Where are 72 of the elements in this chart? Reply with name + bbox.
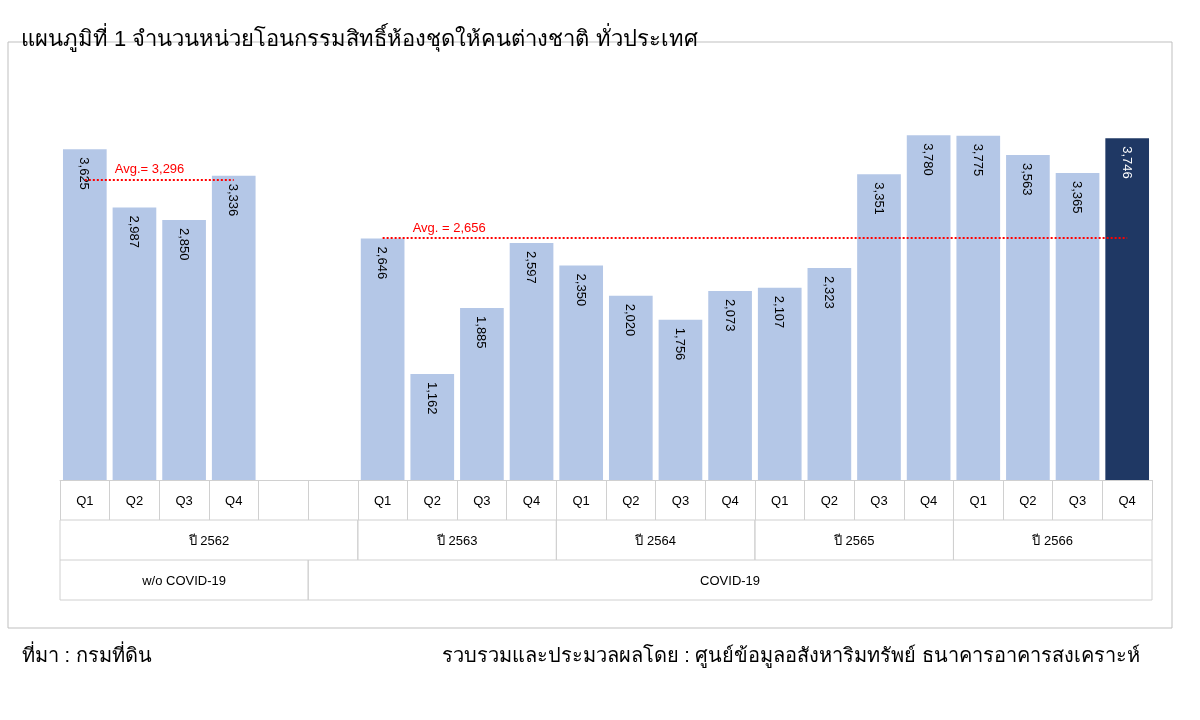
data-label: 2,323 bbox=[821, 276, 837, 309]
x-tick-label: Q1 bbox=[572, 493, 590, 508]
data-label: 3,365 bbox=[1070, 181, 1086, 214]
data-label: 1,162 bbox=[424, 382, 440, 415]
x-tick-label: Q2 bbox=[125, 493, 144, 508]
x-tick-label: Q3 bbox=[1068, 493, 1087, 508]
x-tick-label: Q1 bbox=[969, 493, 987, 508]
x-tick-label: Q4 bbox=[1118, 493, 1136, 508]
chart-title: แผนภูมิที่ 1 จำนวนหน่วยโอนกรรมสิทธิ์ห้องชุดให้คนต่างชาติ ทั่วประเทศ bbox=[21, 22, 698, 52]
x-tick-label: Q4 bbox=[225, 493, 243, 508]
data-label: 3,563 bbox=[1020, 162, 1036, 196]
x-tick-label: Q3 bbox=[175, 493, 193, 508]
ref-line-label: Avg. = 2,656 bbox=[412, 219, 486, 235]
x-tick-label: Q2 bbox=[423, 493, 441, 508]
x-tick-label: Q4 bbox=[721, 493, 739, 508]
data-label: 2,073 bbox=[722, 298, 738, 332]
data-label: 2,850 bbox=[176, 228, 192, 261]
data-label: 3,780 bbox=[921, 143, 937, 176]
x-tick-label: Q2 bbox=[1019, 493, 1037, 508]
bar bbox=[62, 149, 107, 480]
x-tick-label: Q1 bbox=[373, 493, 392, 508]
data-label: 3,336 bbox=[226, 183, 242, 217]
data-label: 2,597 bbox=[524, 251, 540, 284]
data-label: 2,020 bbox=[623, 303, 639, 337]
bar bbox=[162, 220, 206, 480]
text: ที่มา : กรมที่ดิน bbox=[22, 641, 152, 666]
bar bbox=[410, 374, 455, 480]
bar bbox=[460, 308, 504, 480]
x-tick-label: Q3 bbox=[671, 493, 690, 508]
text: ปี 2563 bbox=[435, 532, 478, 548]
text: COVID-19 bbox=[700, 572, 761, 588]
x-tick-label: Q1 bbox=[771, 493, 789, 508]
x-tick-label: Q2 bbox=[622, 493, 640, 508]
data-label: 3,351 bbox=[871, 182, 887, 215]
text: ปี 2565 bbox=[832, 532, 875, 548]
text: ปี 2564 bbox=[634, 532, 676, 548]
data-label: 1,885 bbox=[474, 316, 490, 349]
x-tick-label: Q4 bbox=[522, 493, 541, 508]
data-label: 3,775 bbox=[970, 143, 986, 177]
x-tick-label: Q3 bbox=[473, 493, 491, 508]
bar bbox=[360, 238, 405, 480]
text: ปี 2562 bbox=[187, 532, 230, 548]
bar bbox=[211, 175, 256, 480]
text: ปี 2566 bbox=[1031, 532, 1073, 548]
bar bbox=[757, 287, 802, 480]
bar bbox=[658, 319, 703, 480]
bar bbox=[112, 207, 157, 480]
data-label: 2,987 bbox=[126, 215, 142, 249]
bar bbox=[1055, 173, 1100, 480]
bar bbox=[559, 265, 604, 480]
x-tick-label: Q4 bbox=[919, 493, 938, 508]
bar bbox=[708, 290, 752, 480]
bar bbox=[1105, 138, 1150, 480]
bar bbox=[608, 295, 653, 480]
data-label: 2,107 bbox=[772, 295, 788, 329]
data-label: 1,756 bbox=[672, 327, 688, 361]
bar bbox=[1006, 154, 1050, 480]
bar bbox=[906, 135, 951, 480]
x-tick-label: Q2 bbox=[820, 493, 839, 508]
bar bbox=[509, 243, 554, 480]
ref-line-label: Avg.= 3,296 bbox=[114, 161, 185, 177]
x-tick-label: Q1 bbox=[76, 493, 94, 508]
bar bbox=[807, 268, 852, 480]
bar bbox=[857, 174, 901, 480]
data-label: 2,350 bbox=[573, 273, 589, 307]
text: w/o COVID-19 bbox=[141, 572, 226, 588]
text: รวบรวมและประมวลผลโดย : ศูนย์ข้อมูลอสังหาริมทรัพย์ ธนาคารอาคารสงเคราะห์ bbox=[441, 644, 1140, 668]
x-tick-label: Q3 bbox=[870, 493, 888, 508]
data-label: 3,746 bbox=[1119, 146, 1135, 179]
data-label: 2,646 bbox=[375, 246, 391, 280]
data-label: 3,625 bbox=[77, 157, 93, 190]
bar bbox=[956, 135, 1001, 480]
